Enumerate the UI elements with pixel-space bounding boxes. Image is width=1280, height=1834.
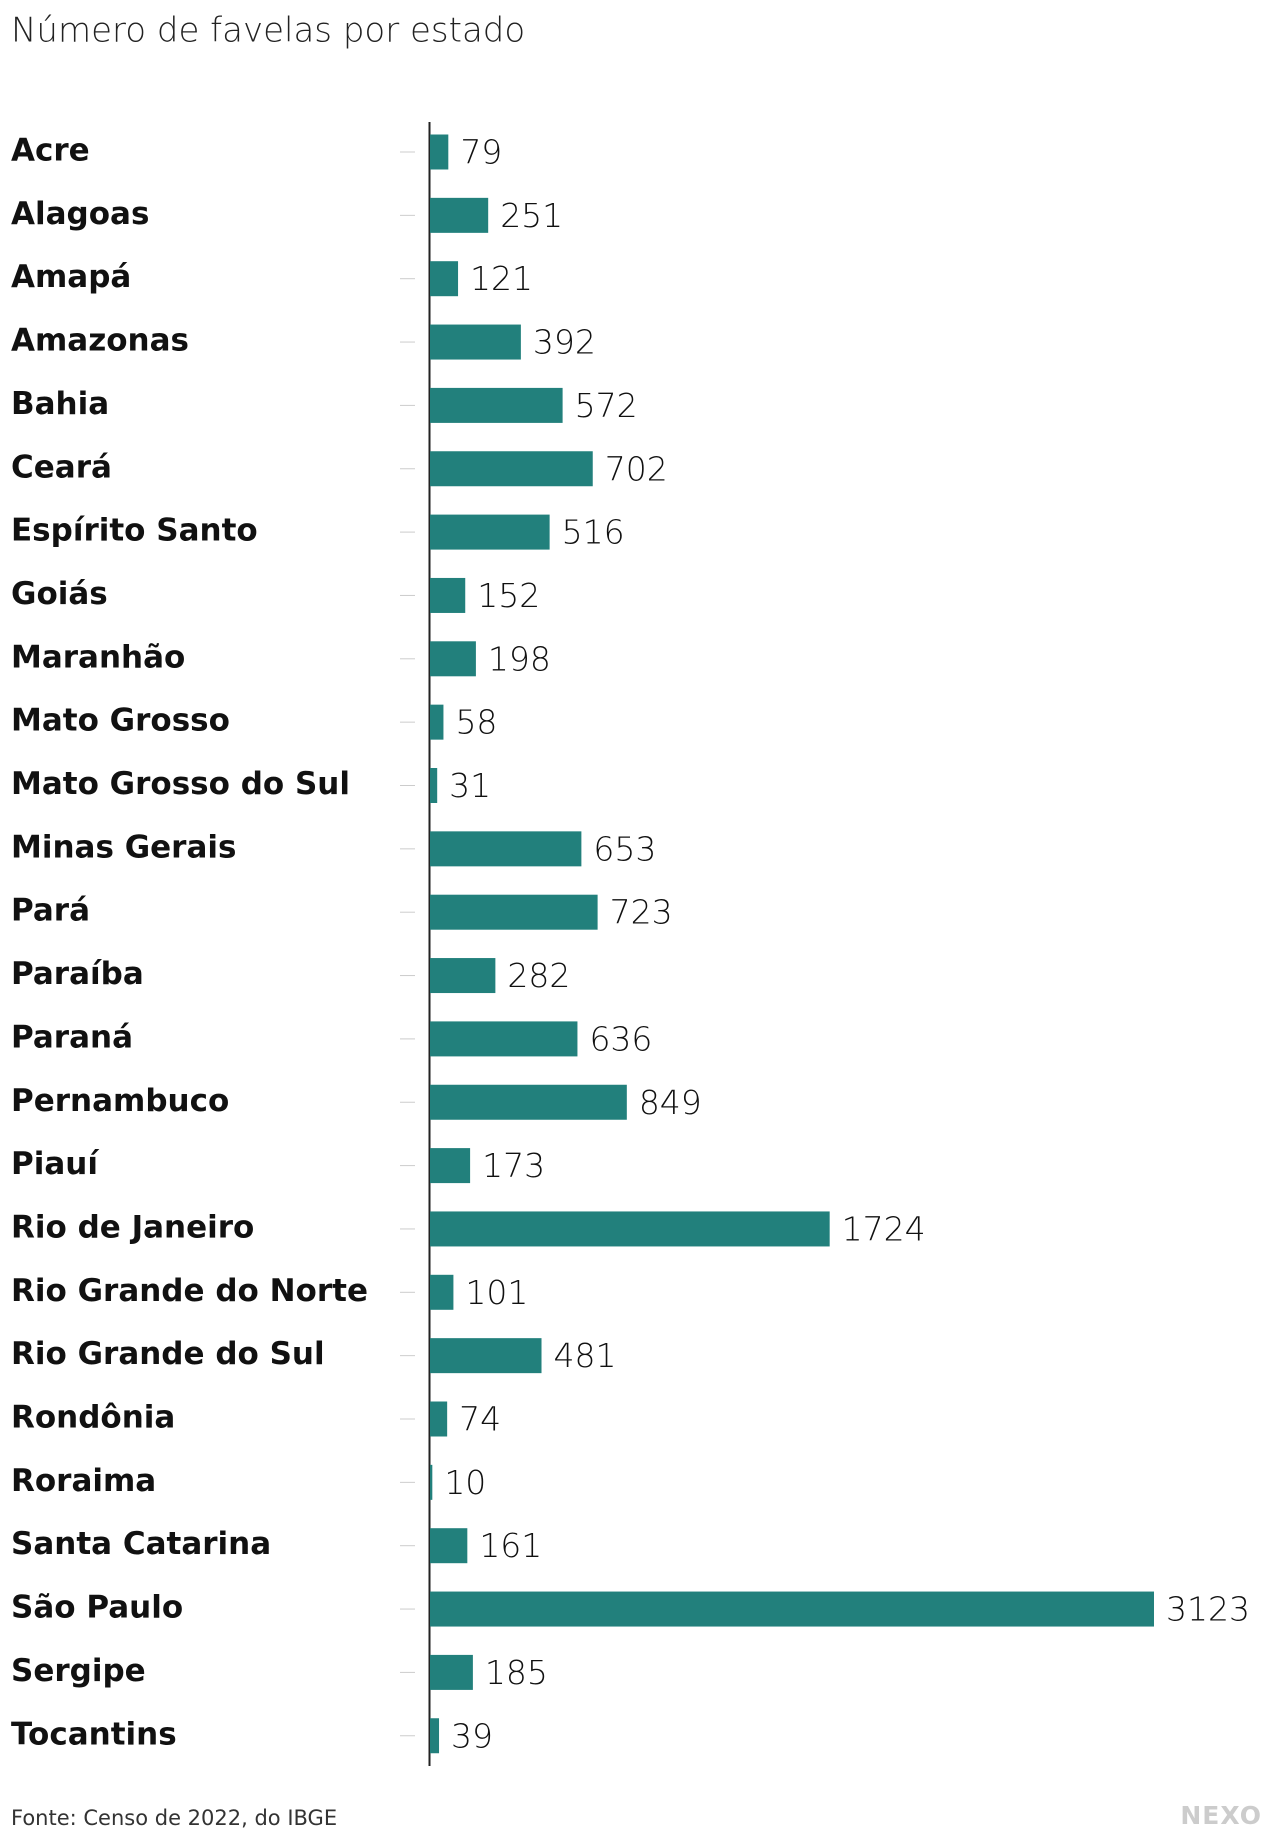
chart-title: Número de favelas por estado	[11, 11, 525, 51]
category-label: Acre	[11, 133, 90, 169]
category-label: Pernambuco	[11, 1083, 229, 1119]
bar	[430, 831, 582, 867]
category-label: Roraima	[11, 1463, 156, 1499]
bar	[430, 704, 444, 740]
bar	[430, 134, 449, 170]
category-label: Santa Catarina	[11, 1526, 271, 1562]
category-label: Mato Grosso do Sul	[11, 766, 350, 802]
category-label: São Paulo	[11, 1590, 183, 1626]
value-label: 185	[485, 1653, 548, 1692]
value-label: 702	[605, 449, 668, 488]
value-label: 198	[488, 639, 551, 678]
category-label: Espírito Santo	[11, 513, 258, 549]
bar	[430, 768, 438, 803]
category-label: Rio Grande do Sul	[11, 1336, 325, 1372]
value-label: 152	[477, 576, 540, 615]
bar	[430, 1148, 471, 1184]
category-label: Rondônia	[11, 1400, 175, 1436]
value-label: 10	[444, 1463, 486, 1502]
value-label: 572	[575, 386, 638, 425]
bar	[430, 451, 593, 487]
value-label: 723	[610, 893, 673, 932]
category-label: Amapá	[11, 259, 131, 295]
value-label: 653	[593, 829, 656, 868]
bar	[430, 324, 521, 360]
bar	[430, 514, 550, 550]
value-label: 121	[470, 259, 533, 298]
bar	[430, 1084, 627, 1120]
category-label: Maranhão	[11, 639, 185, 675]
value-label: 481	[554, 1336, 617, 1375]
bar	[430, 641, 476, 677]
category-label: Alagoas	[11, 196, 149, 232]
bar	[430, 197, 489, 233]
bar	[430, 1211, 830, 1247]
value-label: 392	[533, 323, 596, 362]
value-label: 31	[449, 766, 491, 805]
value-label: 516	[562, 513, 625, 552]
value-label: 251	[500, 196, 563, 235]
category-label: Minas Gerais	[11, 829, 236, 865]
value-label: 79	[460, 133, 502, 172]
category-label: Ceará	[11, 449, 112, 485]
value-label: 636	[589, 1019, 652, 1058]
value-label: 173	[482, 1146, 545, 1185]
value-label: 161	[479, 1526, 542, 1565]
bar	[430, 1718, 440, 1754]
category-label: Mato Grosso	[11, 703, 230, 739]
bar	[430, 1528, 468, 1564]
category-label: Amazonas	[11, 323, 189, 359]
category-label: Tocantins	[11, 1716, 177, 1752]
category-label: Rio de Janeiro	[11, 1209, 254, 1245]
bar	[430, 1654, 473, 1690]
bar	[430, 577, 466, 613]
bar	[430, 1021, 578, 1057]
category-label: Goiás	[11, 576, 108, 612]
bar	[430, 261, 459, 297]
category-label: Rio Grande do Norte	[11, 1273, 368, 1309]
category-label: Paraíba	[11, 956, 144, 992]
source: Fonte: Censo de 2022, do IBGE	[11, 1806, 337, 1830]
value-label: 74	[459, 1400, 501, 1439]
bar	[430, 1274, 454, 1310]
value-label: 282	[507, 956, 570, 995]
category-label: Bahia	[11, 386, 109, 422]
logo: NEXO	[1180, 1801, 1262, 1830]
bar	[430, 894, 598, 930]
bar	[430, 387, 563, 423]
value-label: 3123	[1166, 1590, 1250, 1629]
category-label: Sergipe	[11, 1653, 146, 1689]
bar	[430, 1401, 448, 1437]
bar	[430, 1464, 433, 1500]
category-label: Paraná	[11, 1019, 133, 1055]
value-label: 39	[451, 1716, 493, 1755]
value-label: 58	[455, 703, 497, 742]
value-label: 101	[465, 1273, 528, 1312]
bar	[430, 1338, 542, 1374]
category-label: Piauí	[11, 1146, 99, 1182]
value-label: 849	[639, 1083, 702, 1122]
value-label: 1724	[842, 1209, 926, 1248]
bar	[430, 958, 496, 994]
bar	[430, 1591, 1154, 1627]
category-label: Pará	[11, 893, 90, 929]
